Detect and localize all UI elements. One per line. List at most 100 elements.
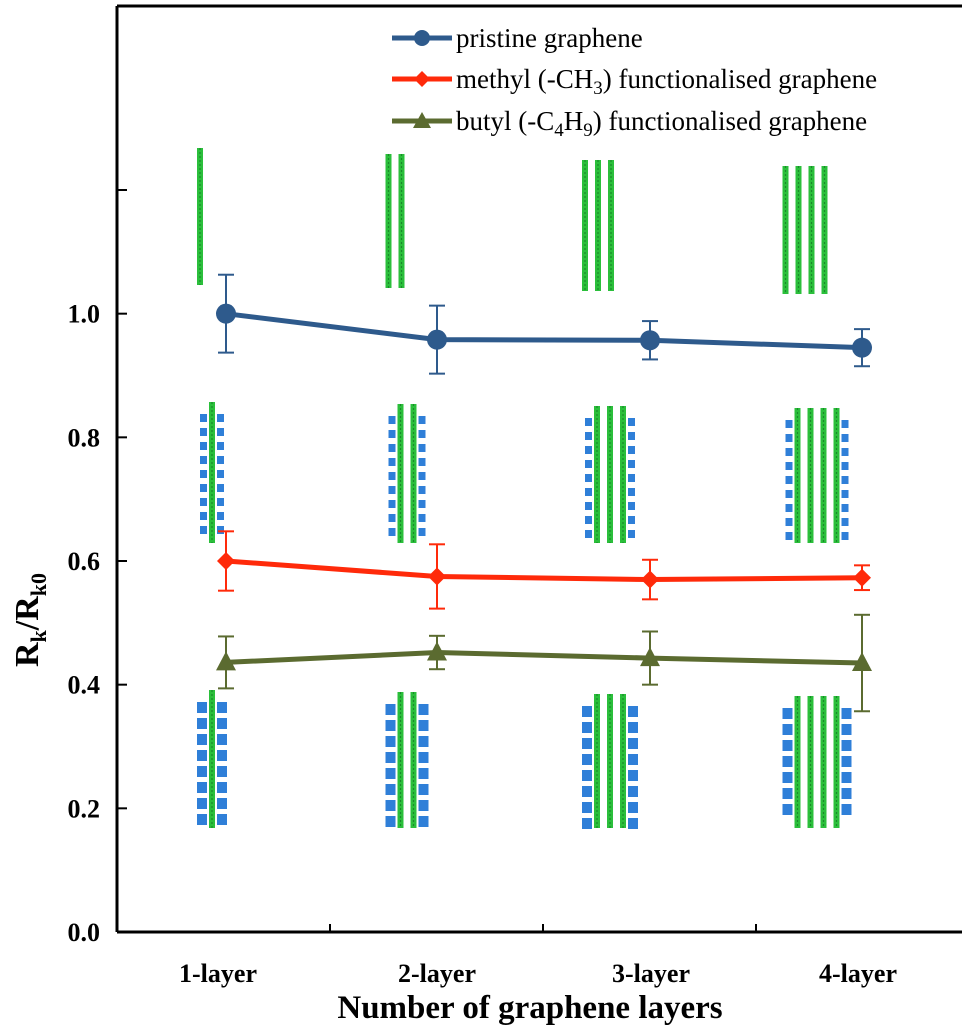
legend-marker-butyl [413, 112, 431, 128]
functional-group [841, 756, 852, 767]
chart-axes [115, 4, 962, 934]
inset-methyl-3-layer [585, 406, 635, 543]
legend-item-methyl: methyl (-CH3) functionalised graphene [392, 64, 877, 99]
series-butyl [216, 613, 872, 713]
functional-group [388, 528, 396, 536]
functional-group [782, 804, 793, 815]
functional-group [628, 418, 635, 426]
graphene-sheet [594, 694, 600, 828]
functional-group [418, 430, 426, 438]
functional-group [841, 804, 852, 815]
functional-group [782, 724, 793, 735]
functional-group [388, 430, 396, 438]
inset-butyl-1-layer [197, 690, 227, 828]
functional-group [628, 502, 635, 510]
functional-group [418, 768, 429, 779]
functional-group [418, 800, 429, 811]
functional-group [217, 702, 227, 713]
functional-group [785, 434, 793, 442]
functional-group [785, 420, 793, 428]
y-ticks: 0.0 0.2 0.4 0.6 0.8 1.0 [68, 189, 127, 947]
functional-group [585, 432, 592, 440]
functional-group [385, 736, 396, 747]
series-layer [216, 273, 872, 713]
functional-group [585, 418, 592, 426]
functional-group [582, 738, 592, 749]
functional-group [200, 456, 207, 464]
y-tick-label: 0.8 [68, 423, 101, 452]
functional-group [217, 718, 227, 729]
functional-group [418, 458, 426, 466]
graphene-sheet [833, 408, 840, 543]
functional-group [418, 720, 429, 731]
data-point [852, 652, 872, 672]
functional-group [388, 458, 396, 466]
data-point [427, 641, 447, 661]
data-point [216, 651, 236, 671]
functional-group [418, 486, 426, 494]
functional-group [217, 734, 227, 745]
data-point [852, 337, 872, 358]
functional-group [585, 460, 592, 468]
functional-group [841, 462, 849, 470]
functional-group [197, 734, 207, 745]
series-line [225, 558, 863, 583]
functional-group [385, 704, 396, 715]
functional-group [782, 740, 793, 751]
data-point [427, 329, 447, 350]
graphene-sheet [385, 154, 392, 288]
functional-group [217, 428, 224, 436]
functional-group [197, 750, 207, 761]
functional-group [217, 442, 224, 450]
x-tick-label: 4-layer [819, 959, 897, 988]
y-tick-label: 0.0 [68, 918, 101, 947]
graphene-sheet [398, 154, 405, 288]
data-point [641, 570, 659, 589]
molecular-structure-insets [197, 148, 852, 829]
y-title-sep: / [9, 620, 46, 631]
legend-item-pristine: pristine graphene [392, 23, 643, 53]
functional-group [418, 500, 426, 508]
functional-group [385, 768, 396, 779]
functional-group [200, 414, 207, 422]
functional-group [200, 442, 207, 450]
functional-group [782, 772, 793, 783]
functional-group [841, 724, 852, 735]
functional-group [217, 750, 227, 761]
functional-group [585, 446, 592, 454]
functional-group [388, 500, 396, 508]
functional-group [197, 798, 207, 809]
functional-group [841, 772, 852, 783]
functional-group [582, 818, 592, 829]
y-tick-label: 1.0 [68, 300, 101, 329]
graphene-sheet [209, 402, 215, 543]
inset-butyl-2-layer [385, 692, 429, 828]
functional-group [841, 518, 849, 526]
functional-group [782, 708, 793, 719]
functional-group [582, 722, 592, 733]
functional-group [200, 526, 207, 534]
functional-group [217, 470, 224, 478]
functional-group [418, 416, 426, 424]
functional-group [217, 526, 224, 534]
functional-group [628, 446, 635, 454]
data-point [640, 647, 660, 667]
functional-group [585, 530, 592, 538]
functional-group [785, 448, 793, 456]
functional-group [628, 786, 638, 797]
functional-group [841, 740, 852, 751]
functional-group [582, 706, 592, 717]
functional-group [217, 798, 227, 809]
functional-group [582, 802, 592, 813]
functional-group [385, 800, 396, 811]
functional-group [418, 752, 429, 763]
x-ticks: 1-layer 2-layer 3-layer 4-layer [179, 924, 897, 988]
x-tick-label: 3-layer [612, 959, 690, 988]
functional-group [785, 476, 793, 484]
functional-group [841, 708, 852, 719]
inset-pristine-3-layer [582, 160, 614, 291]
functional-group [418, 528, 426, 536]
data-point [216, 303, 236, 324]
functional-group [217, 782, 227, 793]
functional-group [200, 498, 207, 506]
